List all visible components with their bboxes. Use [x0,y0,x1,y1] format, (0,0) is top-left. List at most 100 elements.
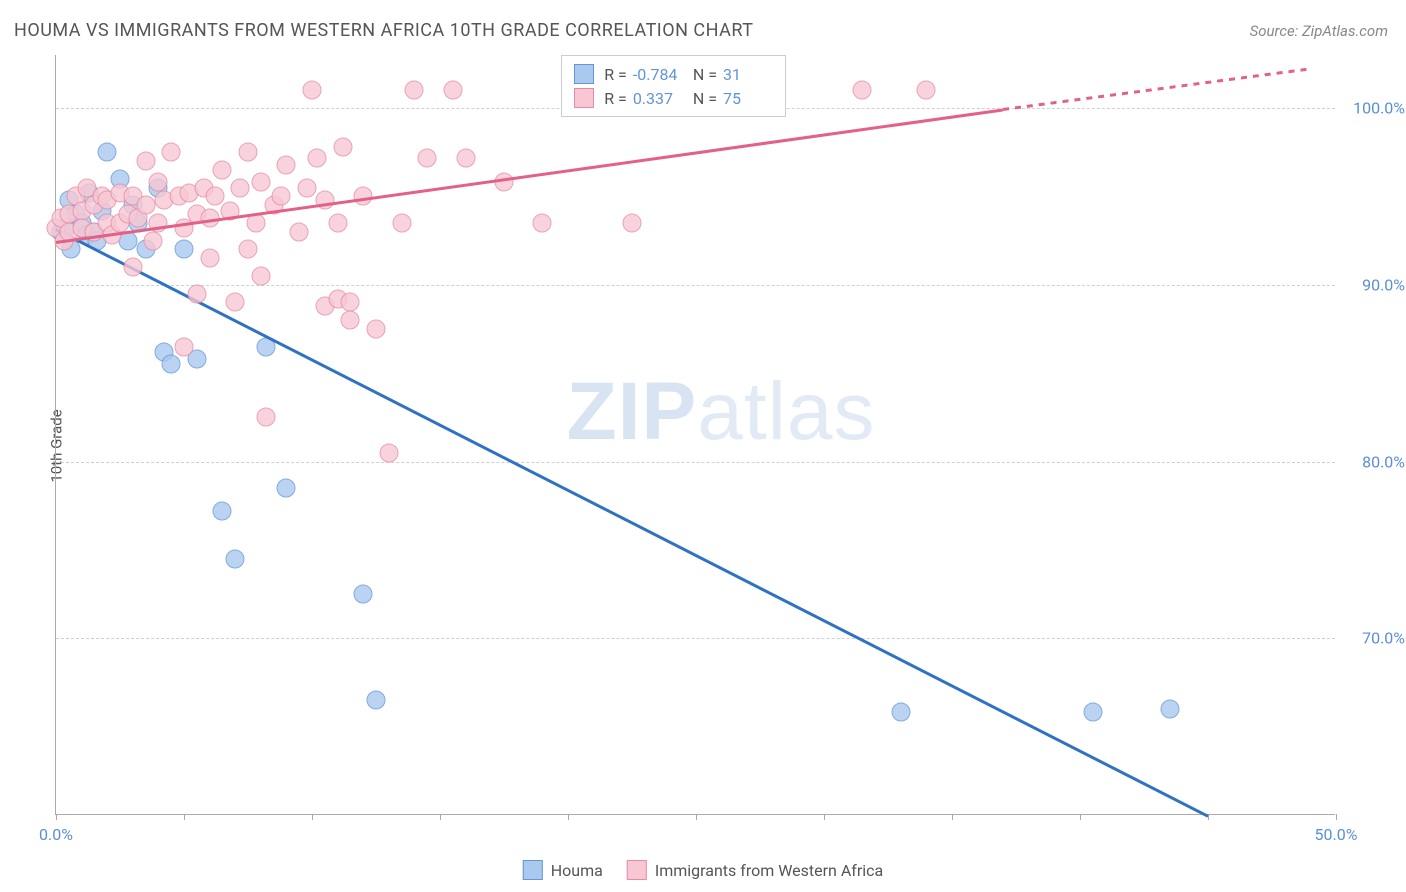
scatter-point [405,81,424,100]
scatter-point [226,549,245,568]
x-tick [1080,814,1081,820]
legend-stats: R = -0.784 N = 31 R = 0.337 N = 75 [561,55,786,117]
scatter-point [175,337,194,356]
watermark-bold: ZIP [567,366,698,457]
scatter-point [418,148,437,167]
stat-R-label: R = [604,89,627,108]
scatter-point [123,258,142,277]
scatter-point [367,691,386,710]
scatter-point [200,249,219,268]
scatter-point [308,148,327,167]
x-tick [696,814,697,820]
scatter-point [231,178,250,197]
scatter-point [456,148,475,167]
stat-R-label: R = [604,65,627,84]
x-tick [312,814,313,820]
x-tick-label: 0.0% [39,825,73,844]
trend-line [1003,67,1311,110]
stat-R-value: 0.337 [633,89,683,108]
x-tick [184,814,185,820]
scatter-point [162,143,181,162]
stat-N-label: N = [693,65,717,84]
scatter-point [917,81,936,100]
y-tick-label: 80.0% [1345,452,1405,471]
legend-stats-row: R = 0.337 N = 75 [574,86,773,110]
scatter-point [341,311,360,330]
legend-swatch [523,860,543,880]
scatter-point [891,703,910,722]
source-attribution: Source: ZipAtlas.com [1250,22,1388,40]
scatter-point [205,187,224,206]
gridline [56,285,1335,286]
scatter-point [162,355,181,374]
scatter-point [367,319,386,338]
scatter-point [1160,699,1179,718]
scatter-point [136,152,155,171]
stat-N-label: N = [693,89,717,108]
x-tick [1336,814,1337,820]
trend-line [56,108,1004,243]
chart-title: HOUMA VS IMMIGRANTS FROM WESTERN AFRICA … [14,20,753,41]
legend-item: Houma [523,860,603,880]
scatter-point [303,81,322,100]
scatter-point [333,137,352,156]
scatter-point [443,81,462,100]
scatter-point [392,213,411,232]
y-tick-label: 90.0% [1345,275,1405,294]
legend-bottom: Houma Immigrants from Western Africa [523,860,883,880]
scatter-point [144,231,163,250]
legend-swatch [574,88,594,108]
x-tick [824,814,825,820]
scatter-point [256,408,275,427]
watermark: ZIPatlas [567,365,876,459]
scatter-point [341,293,360,312]
stat-N-value: 31 [723,65,773,84]
plot-area: ZIPatlas 70.0%80.0%90.0%100.0%0.0%50.0%R… [55,55,1335,815]
scatter-point [149,173,168,192]
scatter-point [213,160,232,179]
scatter-point [277,155,296,174]
scatter-point [136,196,155,215]
legend-label: Immigrants from Western Africa [655,861,883,880]
scatter-point [272,187,291,206]
scatter-point [213,502,232,521]
scatter-point [239,240,258,259]
scatter-point [379,443,398,462]
scatter-point [251,173,270,192]
x-tick-label: 50.0% [1315,825,1358,844]
scatter-point [354,585,373,604]
scatter-point [290,222,309,241]
scatter-point [297,178,316,197]
x-tick [440,814,441,820]
y-tick-label: 70.0% [1345,629,1405,648]
legend-swatch [627,860,647,880]
legend-stats-row: R = -0.784 N = 31 [574,62,773,86]
x-tick [56,814,57,820]
stat-R-value: -0.784 [633,65,683,84]
y-tick-label: 100.0% [1345,99,1405,118]
gridline [56,638,1335,639]
scatter-point [226,293,245,312]
scatter-point [853,81,872,100]
scatter-point [239,143,258,162]
legend-swatch [574,64,594,84]
legend-item: Immigrants from Western Africa [627,860,883,880]
legend-label: Houma [551,861,603,880]
watermark-light: atlas [697,366,875,457]
scatter-point [175,240,194,259]
stat-N-value: 75 [723,89,773,108]
scatter-point [495,173,514,192]
trend-line [55,228,1208,817]
x-tick [952,814,953,820]
scatter-point [623,213,642,232]
scatter-point [328,213,347,232]
scatter-point [98,143,117,162]
x-tick [568,814,569,820]
scatter-point [533,213,552,232]
correlation-chart: HOUMA VS IMMIGRANTS FROM WESTERN AFRICA … [0,0,1406,892]
scatter-point [277,479,296,498]
scatter-point [251,266,270,285]
scatter-point [1083,703,1102,722]
gridline [56,462,1335,463]
scatter-point [187,284,206,303]
